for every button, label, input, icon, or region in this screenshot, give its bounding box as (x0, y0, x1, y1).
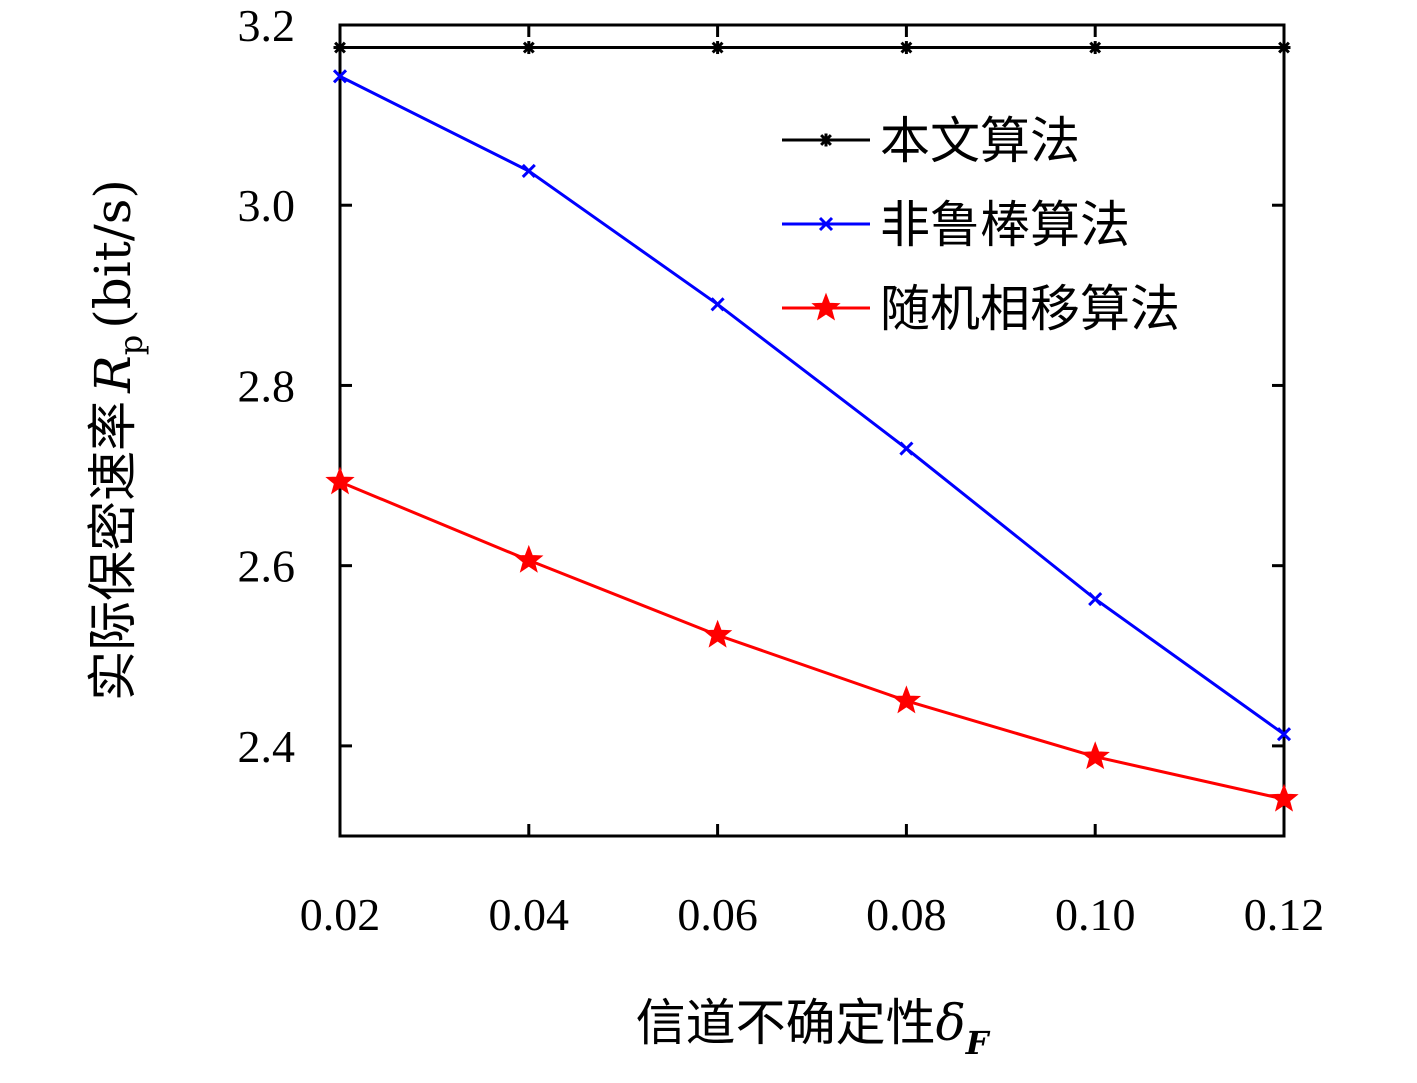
x-tick-label: 0.06 (677, 889, 758, 940)
data-point (702, 619, 733, 648)
y-axis-symbol: R (84, 355, 142, 394)
legend-marker (819, 133, 833, 147)
y-tick-label: 2.6 (238, 541, 296, 592)
data-point (891, 685, 922, 714)
data-point (899, 441, 914, 456)
data-point (325, 466, 355, 495)
data-point (710, 297, 725, 312)
x-tick-label: 0.04 (489, 889, 570, 940)
legend-marker (818, 216, 834, 232)
series-2 (332, 69, 1292, 742)
y-tick-label: 2.4 (238, 721, 296, 772)
data-point (1088, 41, 1102, 55)
data-point (711, 41, 725, 55)
data-point (332, 69, 348, 84)
y-axis-subscript: p (112, 335, 150, 355)
y-tick-label: 3.2 (238, 0, 296, 51)
legend-label: 非鲁棒算法 (880, 196, 1130, 254)
series-1 (333, 41, 1291, 55)
marker-stroke (332, 69, 348, 84)
marker-stroke (900, 41, 913, 54)
marker-stroke (820, 134, 832, 146)
data-point (1088, 591, 1103, 607)
legend-label: 随机相移算法 (880, 280, 1180, 338)
y-axis-title-text: 实际保密速率 (84, 401, 142, 701)
marker-stroke (899, 441, 914, 456)
marker-stroke (1278, 41, 1290, 54)
data-point (514, 544, 544, 573)
x-axis-title-text: 信道不确定性 (636, 994, 936, 1052)
axis-ticks: 2.4 2.6 2.8 3.0 3.2 0.02 0.04 0.06 0.08 0.10 0.12 (238, 0, 1325, 940)
data-point (333, 41, 347, 55)
legend-label: 本文算法 (880, 112, 1080, 170)
data-point (522, 41, 536, 55)
x-axis-symbol: δ (936, 994, 966, 1052)
marker-stroke (522, 41, 535, 54)
data-point (521, 163, 536, 179)
legend-entry: 非鲁棒算法 (782, 196, 1130, 254)
y-tick-label: 2.8 (238, 360, 296, 411)
legend-entry: 随机相移算法 (782, 280, 1180, 338)
y-tick-label: 3.0 (238, 180, 296, 231)
data-point (1276, 727, 1292, 742)
series-layer (325, 41, 1299, 812)
data-point (1277, 41, 1291, 55)
marker-stroke (1276, 727, 1292, 742)
plot-frame (338, 23, 1286, 838)
series-line (339, 480, 1285, 801)
x-tick-label: 0.08 (866, 889, 947, 940)
legend-marker (811, 292, 841, 321)
x-tick-label: 0.10 (1055, 889, 1136, 940)
y-axis-title: 实际保密速率 Rp (bit/s) (84, 179, 150, 701)
marker-stroke (521, 163, 536, 179)
marker-stroke (711, 41, 724, 54)
legend-entry: 本文算法 (782, 112, 1080, 170)
x-axis-title: 信道不确定性δF (636, 994, 991, 1062)
data-point (899, 41, 913, 55)
marker-stroke (818, 216, 834, 232)
x-axis-subscript: F (965, 1024, 991, 1062)
y-axis-unit: (bit/s) (84, 179, 142, 329)
series-3 (325, 466, 1299, 812)
marker-stroke (710, 297, 725, 312)
data-point (1080, 741, 1110, 770)
marker-stroke (334, 41, 346, 54)
x-tick-label: 0.12 (1244, 889, 1325, 940)
data-point (1269, 783, 1299, 812)
series-line (339, 75, 1285, 736)
marker-stroke (1088, 591, 1103, 607)
x-tick-label: 0.02 (300, 889, 381, 940)
marker-stroke (1089, 41, 1102, 54)
